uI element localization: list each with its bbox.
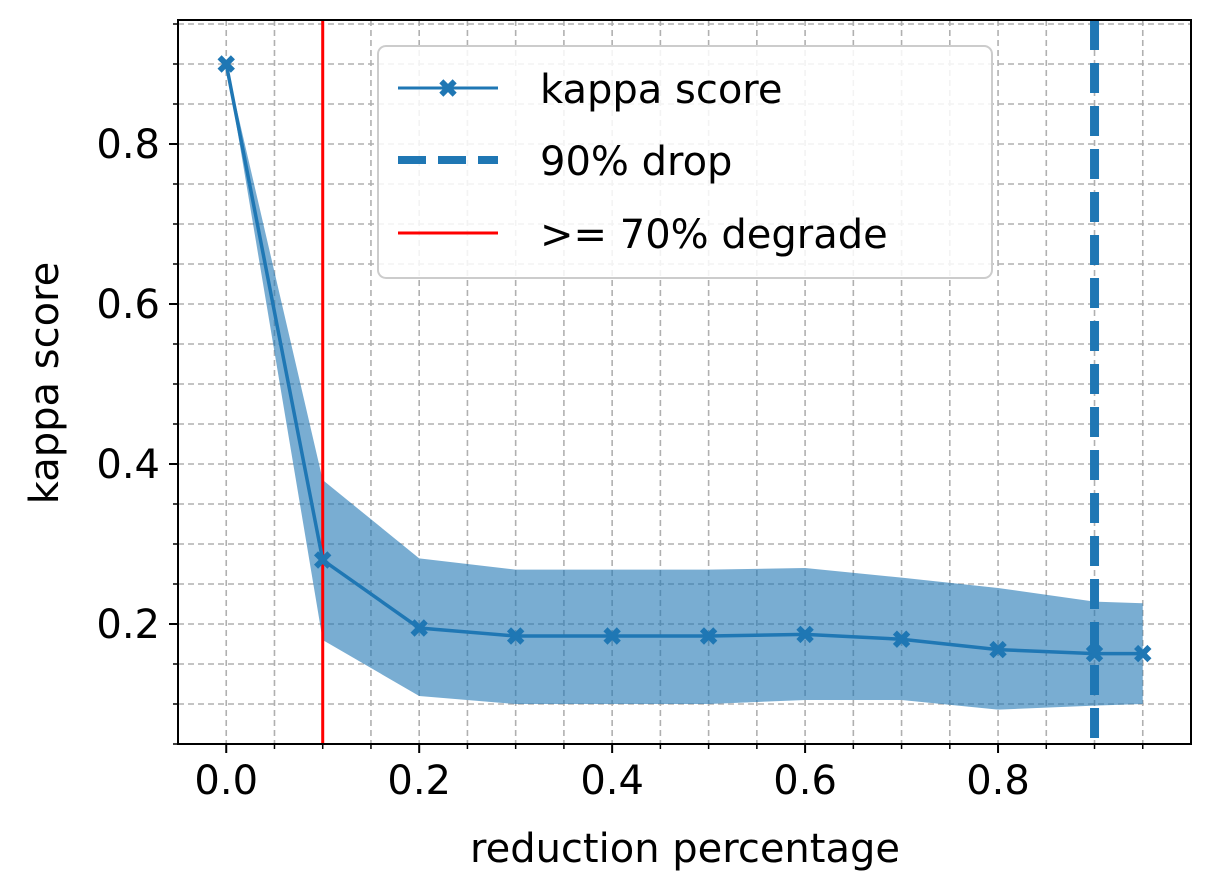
- series-layer: [217, 55, 1152, 663]
- x-axis-label: reduction percentage: [470, 826, 900, 872]
- x-tick-label-0: 0.0: [194, 758, 258, 804]
- data-point-7: [892, 630, 911, 648]
- confidence-band: [226, 64, 1143, 710]
- legend-label-kappa-score: kappa score: [540, 67, 782, 113]
- data-point-9: [1085, 644, 1104, 663]
- data-point-6: [796, 625, 814, 644]
- y-tick-label-0-2: 0.2: [96, 602, 160, 648]
- data-point-10: [1134, 644, 1152, 663]
- x-tick-label-0-6: 0.6: [773, 758, 837, 804]
- legend-box: [377, 45, 993, 279]
- x-tick-label-0-8: 0.8: [966, 758, 1030, 804]
- legend-marker-kappa-score: [439, 79, 457, 97]
- y-tick-label-0-4: 0.4: [96, 442, 160, 488]
- legend-entry-90-drop: 90% drop: [398, 139, 732, 185]
- data-point-1: [314, 551, 332, 569]
- legend-entry-kappa-score: kappa score: [398, 67, 782, 113]
- legend: kappa score 90% drop >= 70% degrade: [377, 45, 993, 279]
- x-tick-label-0-2: 0.2: [387, 758, 451, 804]
- axes: [177, 19, 1192, 745]
- data-point-0: [217, 55, 235, 73]
- legend-label-70-degrade: >= 70% degrade: [540, 212, 888, 258]
- legend-entry-70-degrade: >= 70% degrade: [398, 212, 888, 258]
- y-tick-label-0-6: 0.6: [96, 282, 160, 328]
- y-axis-label: kappa score: [22, 262, 68, 504]
- data-point-5: [699, 627, 718, 645]
- data-point-8: [989, 640, 1007, 659]
- plot-frame: [177, 19, 1192, 745]
- y-tick-label-0-8: 0.8: [96, 122, 160, 168]
- data-point-3: [506, 627, 525, 645]
- data-point-2: [410, 619, 428, 637]
- legend-marker-shape: [439, 79, 457, 97]
- confidence-band-layer: [226, 64, 1143, 710]
- data-point-4: [603, 627, 621, 645]
- x-tick-label-0-4: 0.4: [580, 758, 644, 804]
- reference-lines: [321, 20, 1100, 744]
- legend-label-90-drop: 90% drop: [540, 139, 732, 185]
- ticks: 0.0 0.2 0.4 0.6 0.8 0.2 0.4 0.6 0.8: [96, 23, 1144, 804]
